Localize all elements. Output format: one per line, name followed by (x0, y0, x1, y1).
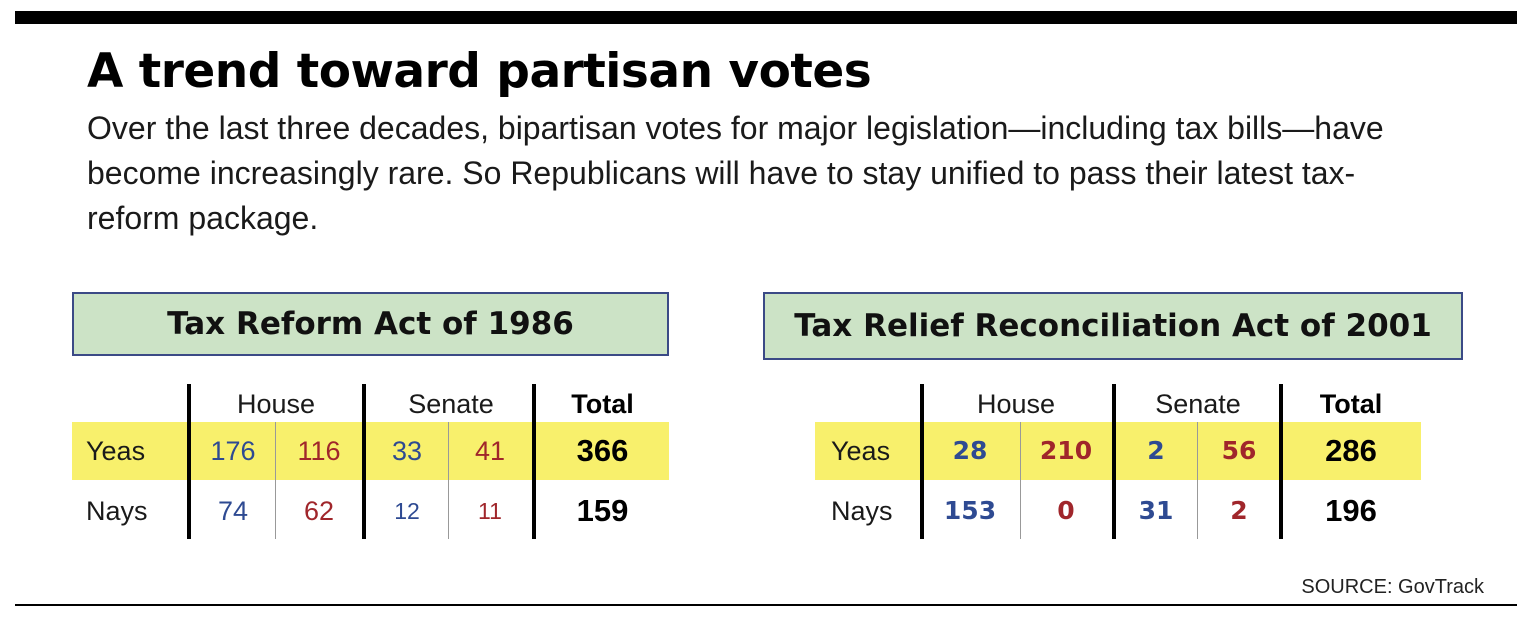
divider-line (532, 384, 536, 539)
cell-yeas-total: 366 (576, 433, 629, 468)
row-label-nays: Nays (831, 496, 893, 526)
divider-line (448, 422, 449, 539)
header-total: Total (1319, 389, 1383, 419)
yeas-highlight (815, 422, 1421, 480)
cell-nays-senate-rep: 2 (1230, 496, 1248, 525)
divider-line (1112, 384, 1116, 539)
cell-yeas-senate-dem: 2 (1147, 436, 1165, 465)
cell-nays-senate-dem: 31 (1138, 496, 1174, 525)
cell-yeas-senate-dem: 33 (391, 436, 423, 466)
header-senate: Senate (408, 389, 494, 419)
cell-yeas-senate-rep: 56 (1221, 436, 1257, 465)
cell-yeas-house-dem: 28 (952, 436, 988, 465)
cell-yeas-senate-rep: 41 (474, 436, 506, 466)
cell-yeas-house-rep: 116 (297, 436, 341, 466)
source-note: SOURCE: GovTrack (1301, 576, 1484, 598)
bottom-rule (15, 604, 1517, 606)
header-senate: Senate (1155, 389, 1241, 419)
divider-line (275, 422, 276, 539)
cell-nays-senate-rep: 11 (478, 498, 502, 524)
yeas-highlight (72, 422, 669, 480)
chart-subtitle: Over the last three decades, bipartisan … (87, 110, 1384, 236)
divider-line (187, 384, 191, 539)
divider-line (362, 384, 366, 539)
cell-nays-house-rep: 0 (1057, 496, 1075, 525)
header-house: House (976, 389, 1056, 419)
table-1986-title: Tax Reform Act of 1986 (72, 292, 669, 356)
row-label-yeas: Yeas (831, 436, 891, 466)
table-2001-title: Tax Relief Reconciliation Act of 2001 (763, 292, 1463, 360)
cell-nays-total: 196 (1325, 493, 1377, 528)
cell-nays-house-rep: 62 (303, 496, 335, 526)
cell-yeas-house-rep: 210 (1039, 436, 1093, 465)
header-house: House (236, 389, 316, 419)
divider-line (920, 384, 924, 539)
cell-yeas-house-dem: 176 (210, 436, 256, 466)
divider-line (1197, 422, 1198, 539)
row-label-yeas: Yeas (86, 436, 146, 466)
top-rule (15, 11, 1517, 24)
row-label-nays: Nays (86, 496, 148, 526)
cell-nays-house-dem: 74 (217, 496, 249, 526)
divider-line (1279, 384, 1283, 539)
header-total: Total (571, 389, 634, 419)
divider-line (1020, 422, 1021, 539)
cell-yeas-total: 286 (1325, 433, 1377, 468)
cell-nays-senate-dem: 12 (394, 498, 420, 524)
chart-title: A trend toward partisan votes (87, 44, 872, 99)
cell-nays-house-dem: 153 (943, 496, 997, 525)
cell-nays-total: 159 (576, 493, 629, 528)
